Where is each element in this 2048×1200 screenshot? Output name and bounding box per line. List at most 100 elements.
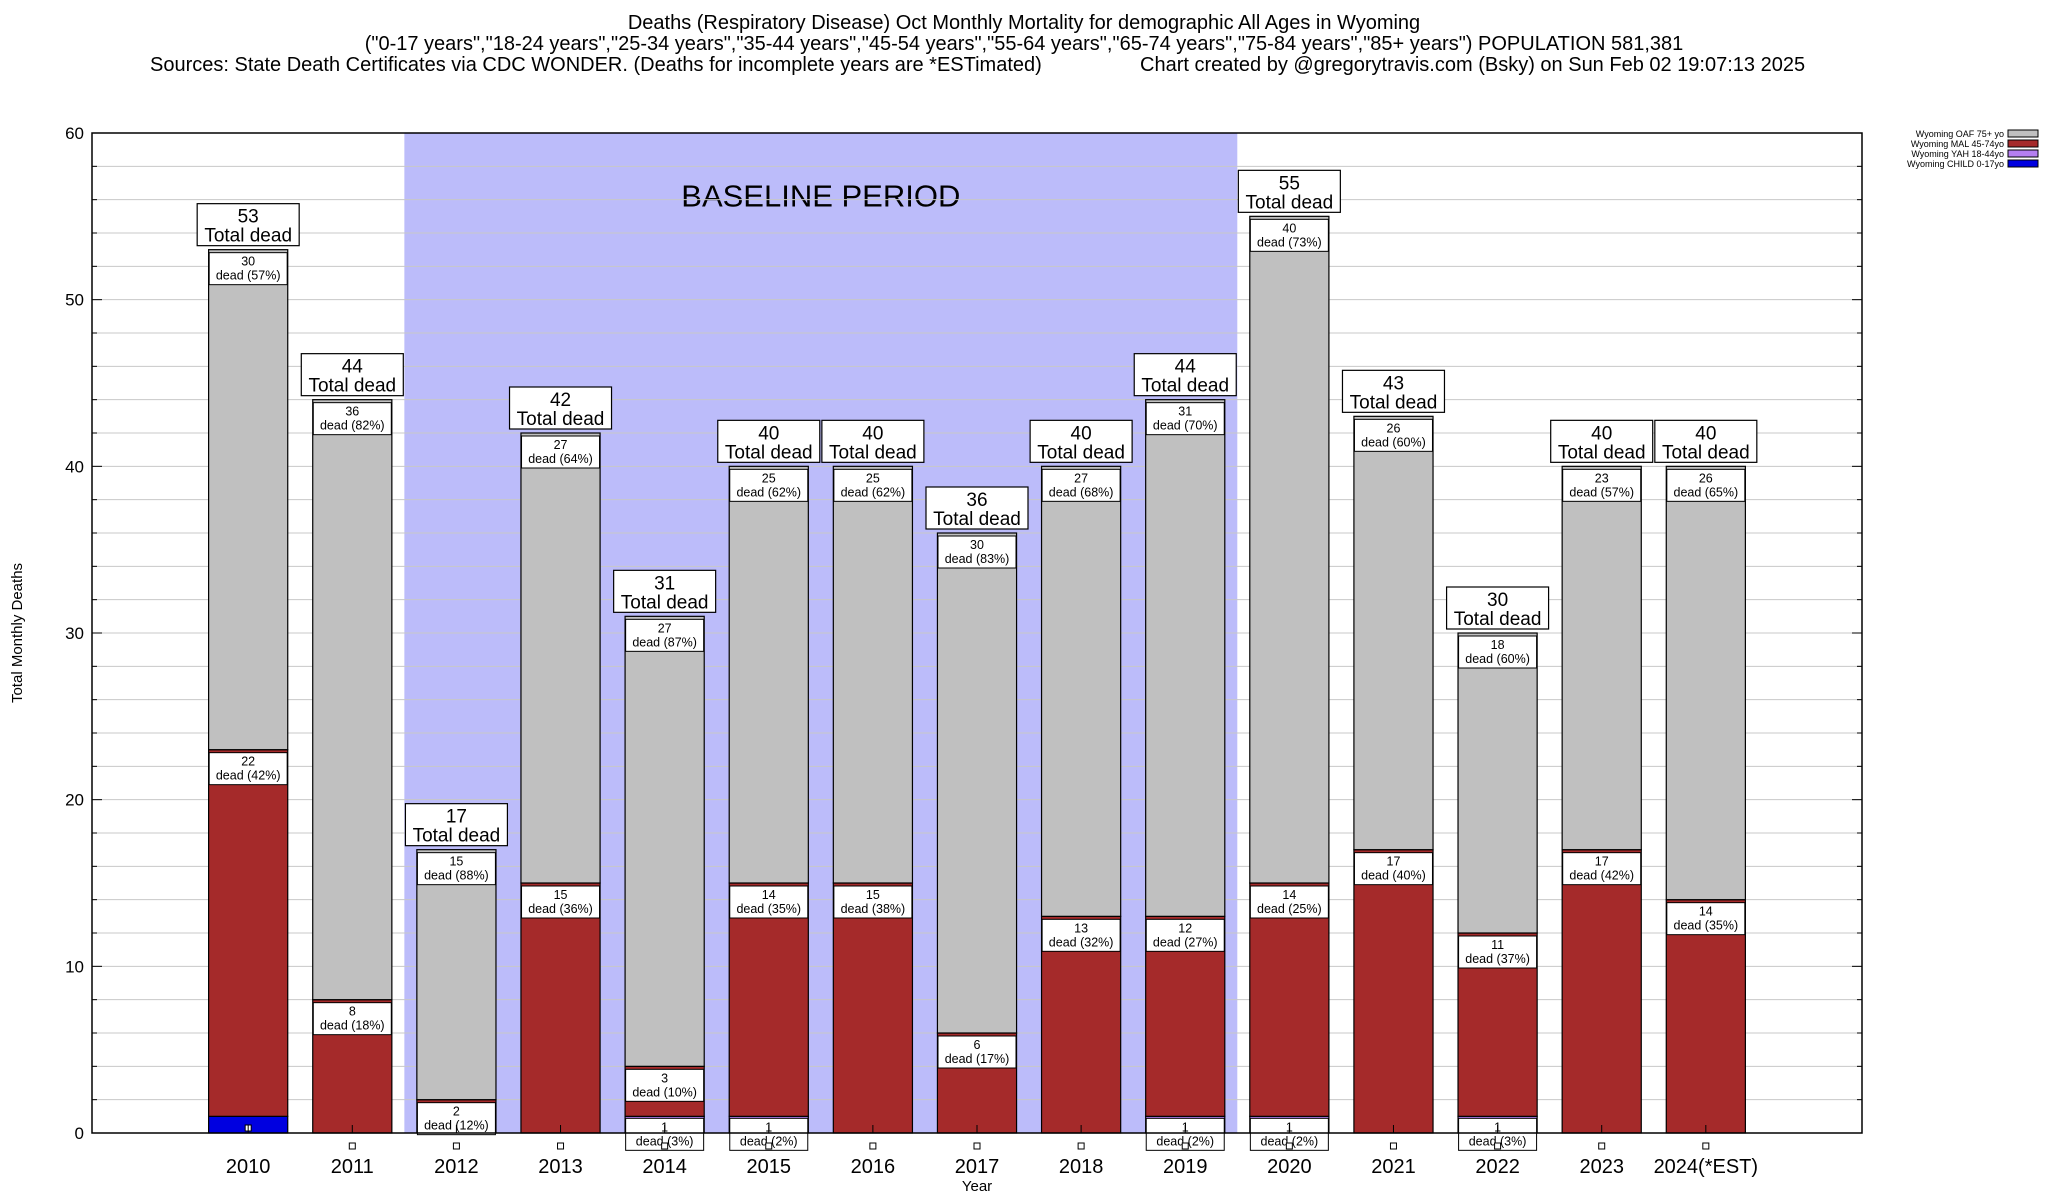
legend-label: Wyoming CHILD 0-17yo <box>1907 159 2004 169</box>
segment-pct-label: dead (2%) <box>740 1134 798 1148</box>
total-label-box <box>1445 586 1550 630</box>
y-tick-label: 10 <box>65 957 84 976</box>
total-value-label: 36 <box>966 490 987 511</box>
segment-pct-label: dead (25%) <box>1257 902 1322 916</box>
total-suffix-label: Total dead <box>1454 609 1542 630</box>
segment-value-label: 15 <box>449 855 463 869</box>
segment-pct-label: dead (62%) <box>841 485 906 499</box>
segment-label-box <box>729 468 809 502</box>
category-marker <box>1181 1142 1189 1150</box>
x-tick-label: 2019 <box>1163 1156 1208 1178</box>
segment-value-label: 27 <box>554 438 568 452</box>
category-marker <box>348 1142 356 1150</box>
segment-value-label: 26 <box>1387 421 1401 435</box>
bar-segment <box>1457 632 1538 934</box>
bar-segment <box>520 432 601 884</box>
x-tick-label: 2010 <box>226 1156 271 1178</box>
total-label-box <box>1341 369 1446 413</box>
x-tick-label: 2024(*EST) <box>1654 1156 1759 1178</box>
bar-segment <box>832 882 914 1134</box>
total-value-label: 40 <box>1071 423 1092 444</box>
total-suffix-label: Total dead <box>204 226 292 247</box>
segment-label-box <box>1041 468 1121 502</box>
x-tick-label: 2021 <box>1371 1156 1416 1178</box>
legend-swatch <box>2007 129 2039 138</box>
segment-value-label: 8 <box>349 1005 356 1019</box>
x-tick-label: 2011 <box>331 1156 374 1178</box>
segment-pct-label: dead (2%) <box>1261 1134 1319 1148</box>
segment-pct-label: dead (42%) <box>1569 869 1634 883</box>
segment-value-label: 30 <box>970 538 984 552</box>
total-value-label: 40 <box>1591 423 1612 444</box>
segment-value-label: 30 <box>241 255 255 269</box>
bar-segment <box>1561 849 1642 1134</box>
category-marker <box>452 1142 460 1150</box>
segment-label-box <box>833 468 913 502</box>
x-tick-label: 2020 <box>1267 1156 1312 1178</box>
total-suffix-label: Total dead <box>621 592 709 613</box>
total-value-label: 55 <box>1279 173 1300 194</box>
segment-label-box <box>208 252 288 286</box>
segment-pct-label: dead (32%) <box>1049 935 1114 949</box>
segment-pct-label: dead (27%) <box>1153 935 1218 949</box>
x-tick-label: 2013 <box>538 1156 583 1178</box>
total-suffix-label: Total dead <box>725 442 813 463</box>
segment-pct-label: dead (42%) <box>216 769 281 783</box>
y-tick-label: 0 <box>75 1124 84 1143</box>
bar-segment <box>416 849 497 1101</box>
segment-label-box <box>1145 402 1225 436</box>
segment-pct-label: dead (2%) <box>1156 1134 1214 1148</box>
total-suffix-label: Total dead <box>1141 376 1229 397</box>
total-label-box <box>613 569 717 613</box>
segment-pct-label: dead (65%) <box>1674 485 1739 499</box>
segment-value-label: 31 <box>1178 405 1192 419</box>
total-value-label: 43 <box>1383 373 1404 394</box>
bar-segment <box>520 882 601 1134</box>
segment-pct-label: dead (88%) <box>424 869 489 883</box>
segment-pct-label: dead (73%) <box>1257 235 1322 249</box>
x-tick-label: 2016 <box>851 1156 896 1178</box>
total-suffix-label: Total dead <box>1558 442 1646 463</box>
total-value-label: 44 <box>1175 357 1197 378</box>
category-marker <box>1702 1142 1710 1150</box>
segment-label-box <box>312 402 392 436</box>
segment-value-label: 40 <box>1282 221 1296 235</box>
category-marker <box>973 1142 981 1150</box>
x-axis-label: Year <box>962 1178 992 1195</box>
segment-label-box <box>1353 418 1433 452</box>
total-label-box <box>1133 353 1237 397</box>
segment-pct-label: dead (87%) <box>632 635 697 649</box>
total-suffix-label: Total dead <box>308 376 396 397</box>
y-tick-label: 60 <box>65 124 84 143</box>
segment-pct-label: dead (82%) <box>320 419 385 433</box>
bar-segment <box>1040 915 1122 1134</box>
total-value-label: 31 <box>654 573 675 594</box>
segment-pct-label: dead (62%) <box>736 485 801 499</box>
legend-swatch <box>2007 149 2039 158</box>
total-value-label: 44 <box>342 357 364 378</box>
category-marker <box>1389 1142 1397 1150</box>
segment-value-label: 13 <box>1074 921 1088 935</box>
total-label-box <box>404 803 509 847</box>
segment-label-box <box>521 435 601 469</box>
bar-segment <box>1665 899 1746 1134</box>
total-suffix-label: Total dead <box>517 409 605 430</box>
total-suffix-label: Total dead <box>413 826 501 847</box>
category-marker <box>1285 1142 1293 1150</box>
segment-pct-label: dead (35%) <box>1674 919 1739 933</box>
y-tick-label: 40 <box>65 457 84 476</box>
x-tick-label: 2017 <box>955 1156 1000 1178</box>
category-marker <box>557 1142 565 1150</box>
segment-value-label: 26 <box>1699 471 1713 485</box>
total-suffix-label: Total dead <box>933 509 1021 530</box>
segment-value-label: 11 <box>1491 938 1504 952</box>
segment-label-box <box>1458 1117 1538 1151</box>
bar-segment <box>208 749 289 1117</box>
bar-segment <box>1040 465 1122 917</box>
total-suffix-label: Total dead <box>1246 192 1334 213</box>
legend-label: Wyoming YAH 18-44yo <box>1911 149 2004 159</box>
x-tick-label: 2022 <box>1475 1156 1520 1178</box>
segment-value-label: 27 <box>658 621 672 635</box>
